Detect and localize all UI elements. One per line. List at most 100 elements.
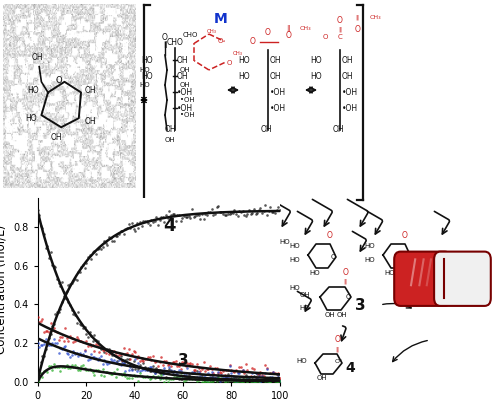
- Point: [104, 242, 112, 248]
- Point: [63, 295, 71, 302]
- Point: [53, 364, 61, 371]
- Point: [120, 231, 128, 238]
- Point: [263, 211, 271, 218]
- Point: [237, 377, 245, 383]
- Point: [240, 373, 248, 380]
- Point: [201, 371, 209, 378]
- Point: [94, 338, 102, 345]
- Text: HO: HO: [310, 72, 322, 81]
- Text: OH: OH: [164, 125, 176, 134]
- Text: OH: OH: [180, 67, 190, 73]
- Point: [76, 320, 84, 327]
- Point: [168, 371, 176, 377]
- Point: [42, 328, 50, 334]
- Text: OH: OH: [31, 53, 43, 62]
- Point: [108, 351, 116, 358]
- Point: [70, 311, 78, 317]
- Text: ‖: ‖: [214, 230, 218, 236]
- Point: [104, 368, 112, 375]
- Point: [70, 278, 78, 284]
- Point: [152, 374, 160, 381]
- Point: [90, 371, 98, 378]
- Point: [123, 356, 131, 362]
- Point: [140, 358, 147, 364]
- Point: [76, 349, 84, 356]
- Point: [222, 378, 230, 385]
- Point: [180, 358, 188, 365]
- Point: [136, 362, 144, 368]
- Point: [166, 375, 173, 382]
- Point: [253, 377, 261, 383]
- Point: [89, 369, 97, 375]
- Point: [82, 337, 90, 344]
- Point: [71, 338, 79, 344]
- Point: [149, 353, 157, 359]
- Point: [34, 378, 42, 385]
- Point: [106, 356, 114, 362]
- Text: •OH: •OH: [270, 104, 286, 113]
- Point: [156, 217, 164, 223]
- Point: [115, 371, 123, 377]
- Point: [37, 223, 45, 229]
- Point: [253, 210, 261, 216]
- Point: [196, 368, 204, 375]
- Point: [71, 276, 79, 282]
- Point: [110, 356, 118, 363]
- Point: [226, 362, 234, 368]
- Text: •OH: •OH: [177, 104, 193, 113]
- Point: [92, 366, 100, 373]
- Text: O: O: [56, 76, 62, 85]
- Point: [162, 374, 170, 380]
- Point: [122, 373, 130, 380]
- Point: [64, 299, 72, 305]
- Point: [245, 207, 253, 213]
- Point: [44, 341, 52, 348]
- Point: [56, 334, 64, 340]
- Point: [175, 374, 183, 381]
- Point: [183, 373, 191, 380]
- Text: O: O: [286, 30, 292, 40]
- Point: [40, 353, 48, 359]
- Point: [196, 372, 204, 379]
- Point: [110, 238, 118, 244]
- Point: [263, 365, 271, 372]
- Point: [104, 361, 112, 367]
- Text: •OH: •OH: [177, 88, 193, 97]
- Point: [115, 357, 123, 363]
- Point: [234, 376, 241, 382]
- Text: CH₃: CH₃: [370, 15, 382, 20]
- Point: [46, 249, 54, 255]
- Point: [174, 375, 182, 381]
- Point: [164, 370, 172, 377]
- Point: [116, 228, 124, 235]
- Point: [185, 371, 193, 378]
- Point: [262, 379, 270, 385]
- Text: HO: HO: [186, 282, 196, 288]
- Point: [256, 379, 264, 385]
- Point: [78, 322, 86, 328]
- Point: [192, 375, 200, 381]
- Text: 4: 4: [345, 361, 355, 375]
- Text: CH₃: CH₃: [232, 50, 242, 56]
- Point: [52, 264, 60, 271]
- Point: [82, 353, 90, 360]
- Point: [154, 368, 162, 375]
- Point: [71, 362, 79, 368]
- Point: [63, 362, 71, 368]
- Point: [79, 351, 87, 358]
- Point: [218, 370, 226, 377]
- Point: [211, 211, 219, 217]
- Point: [242, 377, 250, 383]
- Text: HO—: HO—: [162, 255, 180, 261]
- Point: [264, 377, 272, 384]
- Point: [89, 341, 97, 348]
- Point: [229, 379, 237, 385]
- Point: [133, 363, 141, 369]
- Point: [34, 206, 42, 213]
- Point: [193, 378, 201, 385]
- Point: [246, 377, 254, 384]
- Point: [124, 367, 132, 373]
- Text: OH: OH: [84, 86, 96, 95]
- Point: [44, 341, 52, 347]
- Point: [242, 371, 250, 378]
